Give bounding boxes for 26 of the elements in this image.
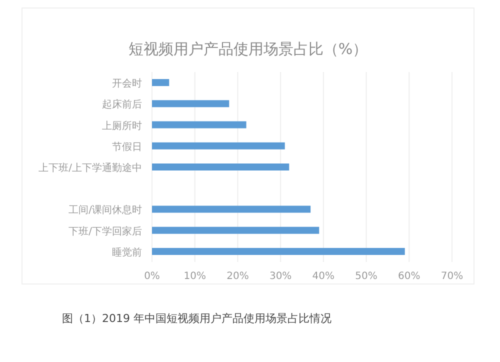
- x-tick-label: 0%: [144, 271, 160, 282]
- x-tick-label: 20%: [226, 271, 249, 282]
- bar: [152, 142, 285, 150]
- y-tick-label: 开会时: [112, 78, 142, 90]
- bar: [152, 121, 246, 128]
- x-tick-label: 30%: [269, 271, 292, 282]
- y-tick-label: 起床前后: [102, 98, 142, 111]
- x-tick-label: 50%: [355, 271, 378, 282]
- bar: [152, 206, 311, 213]
- y-tick-label: 节假日: [112, 140, 142, 153]
- y-tick-label: 上厕所时: [102, 120, 142, 132]
- x-tick-label: 70%: [440, 271, 464, 282]
- x-tick-label: 60%: [398, 271, 420, 282]
- x-tick-label: 10%: [184, 271, 206, 282]
- y-tick-label: 下班/下学回家后: [68, 225, 142, 238]
- chart-title: 短视频用户产品使用场景占比（%）: [128, 40, 368, 58]
- text: 图（1）2019 年中国短视频用户产品使用场景占比情况: [62, 312, 332, 325]
- x-tick-label: 40%: [312, 271, 335, 282]
- bar: [152, 100, 230, 108]
- y-tick-label: 工间/课间休息时: [68, 204, 142, 216]
- bar: [152, 226, 320, 234]
- y-tick-label: 睡觉前: [112, 246, 142, 258]
- bar: [152, 79, 170, 86]
- y-tick-label: 上下班/上下学通勤途中: [38, 162, 142, 174]
- bar: [152, 248, 405, 255]
- bar: [152, 164, 290, 170]
